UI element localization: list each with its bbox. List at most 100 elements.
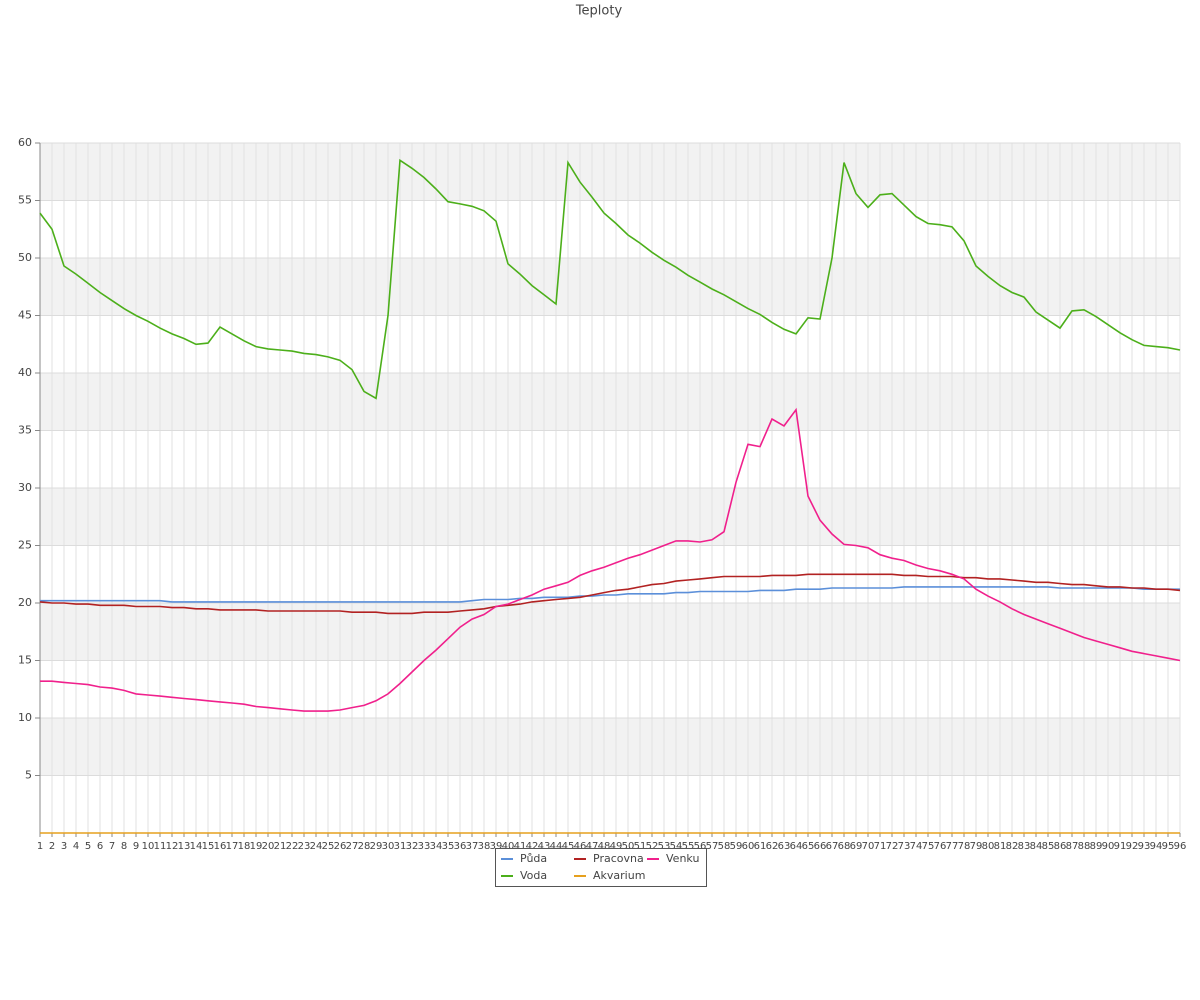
- x-tick-label: 59: [730, 841, 743, 852]
- y-tick-label: 40: [18, 366, 32, 379]
- x-tick-label: 10: [142, 841, 155, 852]
- y-tick-label: 35: [18, 424, 32, 437]
- x-tick-label: 4: [73, 841, 79, 852]
- x-tick-label: 60: [742, 841, 755, 852]
- series-line: [39, 573, 1181, 615]
- x-tick-label: 93: [1138, 841, 1151, 852]
- x-tick-label: 85: [1042, 841, 1055, 852]
- x-tick-label: 69: [850, 841, 863, 852]
- legend-box: [495, 848, 707, 887]
- x-tick-label: 42: [526, 841, 539, 852]
- x-tick-label: 58: [718, 841, 731, 852]
- x-tick-label: 12: [166, 841, 179, 852]
- x-tick-label: 34: [430, 841, 443, 852]
- x-tick-label: 77: [946, 841, 959, 852]
- x-tick-label: 31: [394, 841, 407, 852]
- x-tick-label: 73: [898, 841, 911, 852]
- x-tick-label: 49: [610, 841, 623, 852]
- x-tick-label: 81: [994, 841, 1007, 852]
- x-tick-label: 79: [970, 841, 983, 852]
- y-tick-label: 25: [18, 539, 32, 552]
- y-tick-label: 20: [18, 596, 32, 609]
- x-tick-label: 96: [1174, 841, 1187, 852]
- x-tick-label: 66: [814, 841, 827, 852]
- x-tick-label: 91: [1114, 841, 1127, 852]
- x-tick-label: 25: [322, 841, 335, 852]
- y-tick-label: 15: [18, 654, 32, 667]
- x-tick-label: 70: [862, 841, 875, 852]
- x-tick-label: 13: [178, 841, 191, 852]
- legend-label: Voda: [520, 869, 547, 882]
- x-tick-label: 9: [133, 841, 139, 852]
- x-tick-label: 38: [478, 841, 491, 852]
- x-tick-label: 16: [214, 841, 227, 852]
- x-tick-label: 36: [454, 841, 467, 852]
- x-tick-label: 41: [514, 841, 527, 852]
- legend-label: Akvarium: [593, 869, 645, 882]
- x-tick-label: 35: [442, 841, 455, 852]
- x-tick-label: 57: [706, 841, 719, 852]
- x-tick-label: 53: [658, 841, 671, 852]
- x-tick-label: 7: [109, 841, 115, 852]
- x-tick-label: 52: [646, 841, 659, 852]
- x-tick-label: 67: [826, 841, 839, 852]
- x-tick-label: 76: [934, 841, 947, 852]
- x-tick-label: 39: [490, 841, 503, 852]
- x-tick-label: 24: [310, 841, 323, 852]
- x-tick-label: 19: [250, 841, 263, 852]
- x-tick-label: 40: [502, 841, 515, 852]
- y-tick-label: 30: [18, 481, 32, 494]
- grid-band: [40, 718, 1180, 776]
- legend-label: Pracovna: [593, 852, 644, 865]
- x-tick-label: 61: [754, 841, 767, 852]
- x-tick-label: 48: [598, 841, 611, 852]
- x-tick-label: 37: [466, 841, 479, 852]
- x-tick-label: 90: [1102, 841, 1115, 852]
- x-tick-label: 45: [562, 841, 575, 852]
- x-tick-label: 87: [1066, 841, 1079, 852]
- series-line: [40, 586, 1180, 603]
- legend-label: Venku: [666, 852, 699, 865]
- x-tick-label: 92: [1126, 841, 1139, 852]
- x-tick-label: 18: [238, 841, 251, 852]
- x-tick-label: 27: [346, 841, 359, 852]
- x-tick-label: 29: [370, 841, 383, 852]
- x-tick-label: 33: [418, 841, 431, 852]
- x-tick-label: 47: [586, 841, 599, 852]
- x-tick-label: 63: [778, 841, 791, 852]
- y-tick-label: 5: [25, 769, 32, 782]
- x-tick-label: 43: [538, 841, 551, 852]
- x-tick-label: 11: [154, 841, 167, 852]
- x-tick-label: 44: [550, 841, 563, 852]
- x-tick-label: 86: [1054, 841, 1067, 852]
- y-tick-label: 60: [18, 136, 32, 149]
- y-tick-label: 50: [18, 251, 32, 264]
- x-tick-label: 15: [202, 841, 215, 852]
- x-tick-label: 83: [1018, 841, 1031, 852]
- x-tick-label: 62: [766, 841, 779, 852]
- x-tick-label: 2: [49, 841, 55, 852]
- x-tick-label: 28: [358, 841, 371, 852]
- x-tick-label: 80: [982, 841, 995, 852]
- grid-band: [40, 258, 1180, 316]
- x-tick-label: 51: [634, 841, 647, 852]
- x-tick-label: 64: [790, 841, 803, 852]
- x-tick-label: 74: [910, 841, 923, 852]
- x-tick-label: 54: [670, 841, 683, 852]
- x-tick-label: 68: [838, 841, 851, 852]
- series-line: [39, 158, 1181, 400]
- x-tick-label: 71: [874, 841, 887, 852]
- x-tick-label: 23: [298, 841, 311, 852]
- x-tick-label: 94: [1150, 841, 1163, 852]
- x-tick-label: 95: [1162, 841, 1175, 852]
- series-line: [40, 407, 1181, 712]
- grid-band: [40, 488, 1180, 546]
- x-tick-label: 8: [121, 841, 127, 852]
- x-tick-label: 6: [97, 841, 103, 852]
- x-tick-label: 82: [1006, 841, 1019, 852]
- x-tick-label: 21: [274, 841, 287, 852]
- x-tick-label: 89: [1090, 841, 1103, 852]
- x-tick-label: 72: [886, 841, 899, 852]
- x-tick-label: 75: [922, 841, 935, 852]
